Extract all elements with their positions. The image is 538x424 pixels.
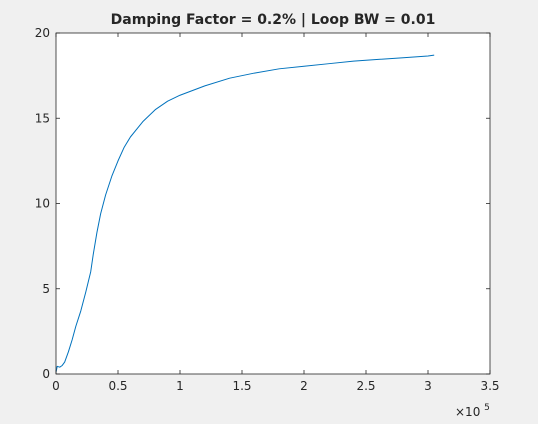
x-exponent-base: ×10 [455, 405, 480, 419]
x-tick-label: 3 [424, 379, 432, 393]
series-layer [55, 54, 435, 373]
x-tick-label: 3.5 [480, 379, 499, 393]
y-tick-label: 10 [35, 197, 50, 211]
y-axis: 0 5 10 15 20 [35, 26, 490, 381]
series-line [55, 54, 435, 373]
chart-title: Damping Factor = 0.2% | Loop BW = 0.01 [111, 12, 436, 28]
x-exponent-power: 5 [484, 403, 490, 413]
y-tick-label: 20 [35, 26, 50, 40]
x-tick-label: 2 [300, 379, 308, 393]
y-tick-label: 15 [35, 111, 50, 125]
x-tick-label: 0 [52, 379, 60, 393]
y-tick-label: 5 [42, 282, 50, 296]
x-tick-label: 1.5 [232, 379, 251, 393]
x-tick-label: 2.5 [356, 379, 375, 393]
x-exponent-label: ×10 5 [455, 403, 490, 419]
x-axis: 0 0.5 1 1.5 2 2.5 3 3.5 [52, 33, 500, 393]
x-tick-label: 1 [176, 379, 184, 393]
y-tick-label: 0 [42, 367, 50, 381]
x-tick-label: 0.5 [108, 379, 127, 393]
plot-area [56, 33, 490, 374]
